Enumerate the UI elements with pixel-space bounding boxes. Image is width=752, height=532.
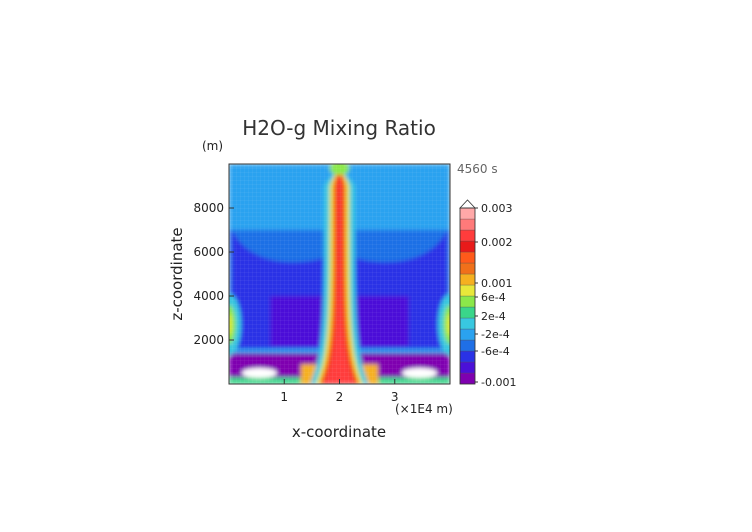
- colorbar-swatch: [459, 339, 476, 352]
- x-unit-label: (×1E4 m): [395, 402, 453, 416]
- colorbar-swatch: [459, 306, 476, 319]
- time-label: 4560 s: [457, 162, 498, 176]
- colorbar-swatch: [459, 361, 476, 374]
- colorbar-swatch: [459, 251, 476, 264]
- y-tick-label: 4000: [193, 289, 224, 303]
- colorbar-swatch: [459, 218, 476, 231]
- colorbar-label: -2e-4: [481, 328, 510, 341]
- x-axis: 1 2 3: [280, 379, 399, 404]
- colorbar-label: 2e-4: [481, 310, 506, 323]
- y-tick-label: 2000: [193, 333, 224, 347]
- colorbar-swatch: [459, 328, 476, 341]
- colorbar-label: 0.002: [481, 236, 513, 249]
- chart-title: H2O-g Mixing Ratio: [242, 116, 436, 140]
- y-unit-label: (m): [202, 139, 223, 153]
- colorbar-swatch: [459, 317, 476, 330]
- x-tick-label: 3: [391, 390, 399, 404]
- colorbar-label: 0.001: [481, 277, 513, 290]
- x-tick-label: 2: [336, 390, 344, 404]
- colorbar-label: 6e-4: [481, 291, 506, 304]
- colorbar-swatch: [459, 350, 476, 363]
- colorbar-label: -6e-4: [481, 345, 510, 358]
- y-axis-title: z-coordinate: [168, 227, 186, 320]
- colorbar-swatch: [459, 372, 476, 385]
- x-axis-title: x-coordinate: [292, 423, 386, 441]
- colorbar-extend-arrow: [459, 199, 476, 209]
- colorbar-swatch: [459, 229, 476, 242]
- y-axis: 2000 4000 6000 8000: [193, 201, 234, 347]
- colorbar-swatch: [459, 273, 476, 286]
- x-tick-label: 1: [280, 390, 288, 404]
- colorbar-swatch: [459, 262, 476, 275]
- heatmap-field: [229, 164, 450, 384]
- colorbar-label: -0.001: [481, 376, 516, 389]
- colorbar-swatch: [459, 207, 476, 220]
- colorbar-swatch: [459, 240, 476, 253]
- y-tick-label: 6000: [193, 245, 224, 259]
- colorbar-frame: [459, 207, 476, 385]
- colorbar-label: 0.003: [481, 202, 513, 215]
- colorbar-swatch: [459, 295, 476, 308]
- y-tick-label: 8000: [193, 201, 224, 215]
- colorbar-swatch: [459, 284, 476, 297]
